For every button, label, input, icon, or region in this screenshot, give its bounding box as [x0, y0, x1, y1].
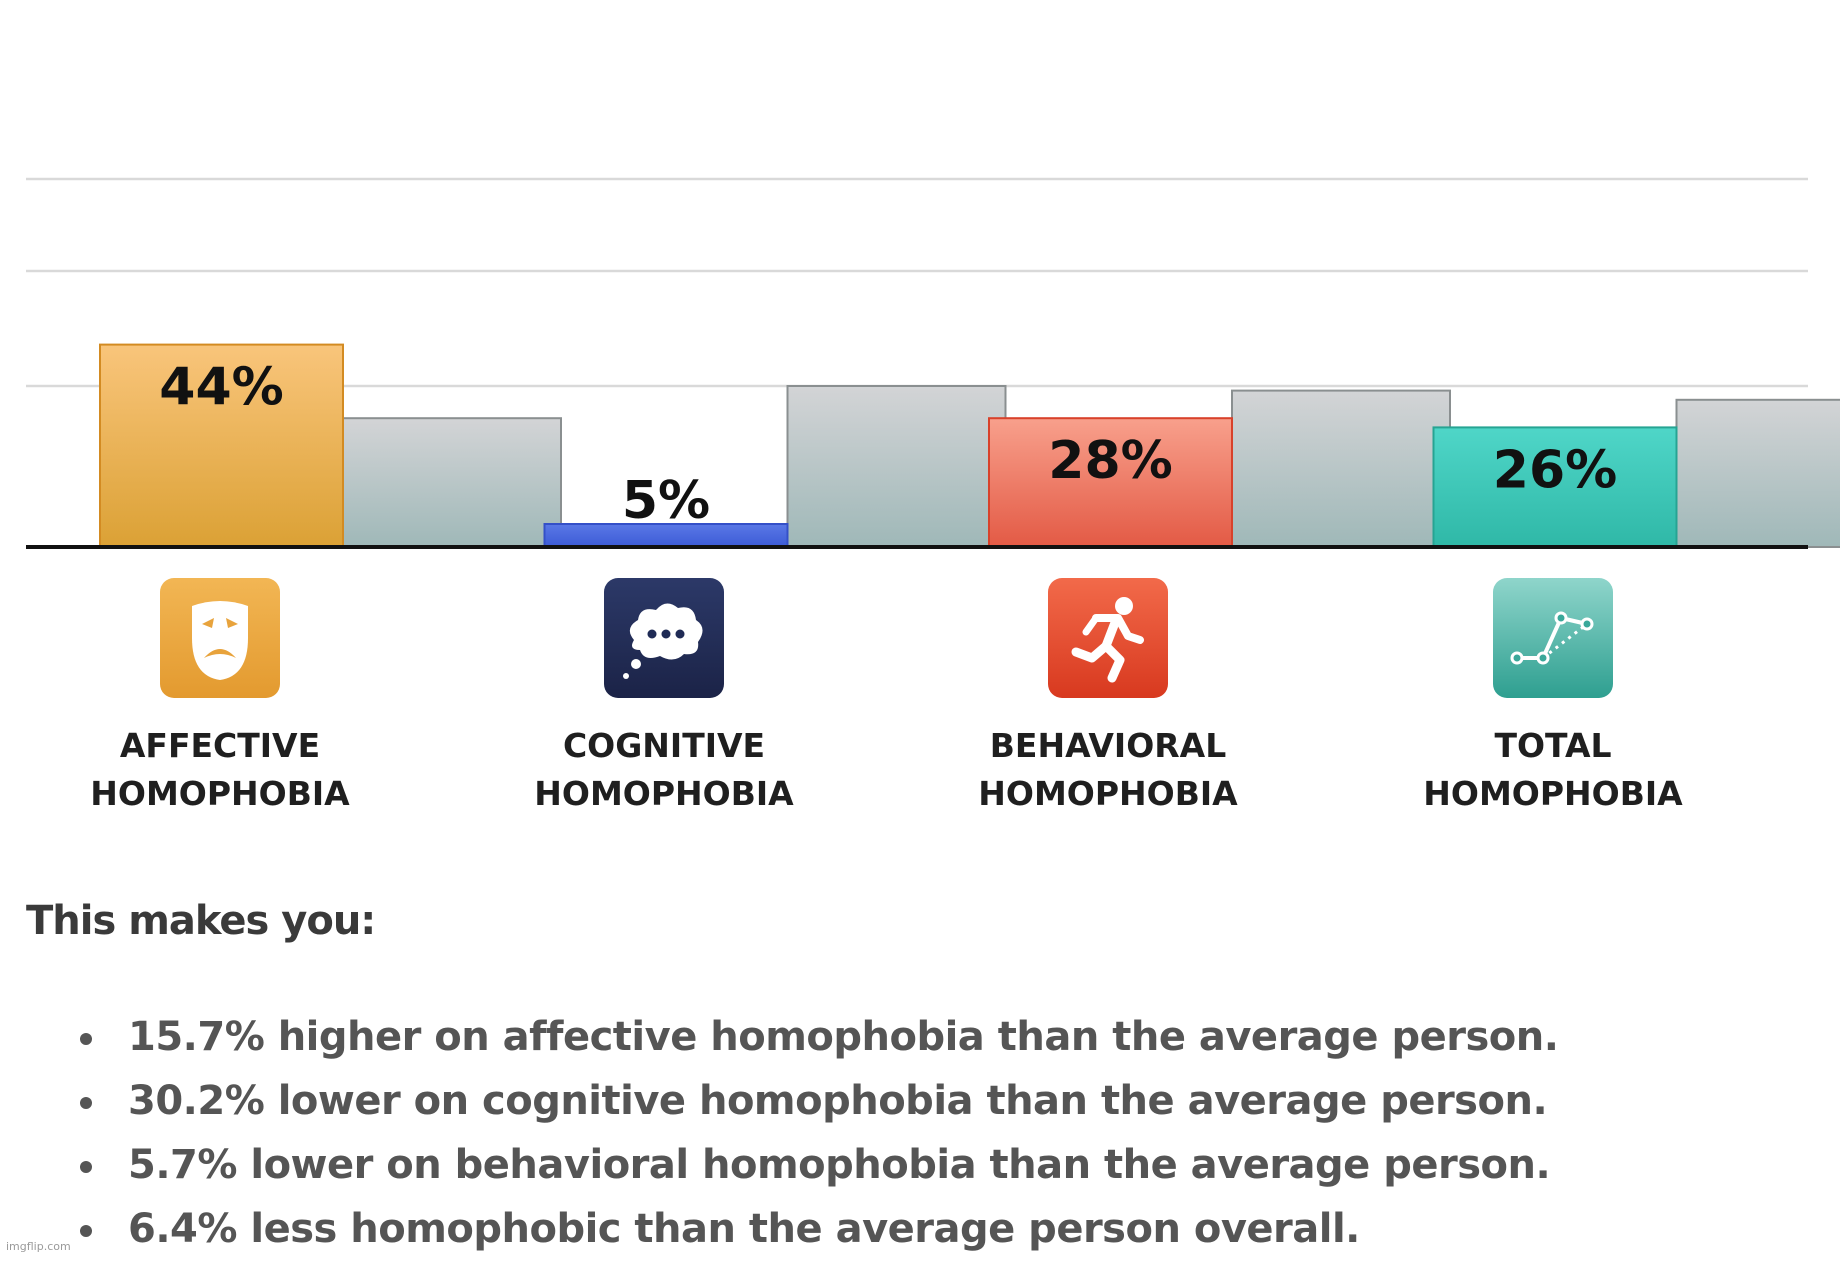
list-item: 30.2% lower on cognitive homophobia than… [72, 1070, 1558, 1134]
summary-list: 15.7% higher on affective homophobia tha… [72, 1006, 1558, 1262]
running-person-icon [1048, 578, 1168, 698]
category-label-line1: AFFECTIVE [50, 722, 390, 770]
list-item: 5.7% lower on behavioral homophobia than… [72, 1134, 1558, 1198]
average-bar [1677, 400, 1840, 547]
list-item: 15.7% higher on affective homophobia tha… [72, 1006, 1558, 1070]
value-label: 28% [1048, 431, 1172, 491]
value-label: 26% [1493, 440, 1617, 500]
category-label-line2: HOMOPHOBIA [494, 770, 834, 818]
average-bar [343, 418, 561, 547]
thought-bubble-icon [604, 578, 724, 698]
category-label-line2: HOMOPHOBIA [1383, 770, 1723, 818]
value-label: 44% [159, 358, 283, 418]
category-label-cognitive: COGNITIVE HOMOPHOBIA [494, 722, 834, 818]
category-label-line1: COGNITIVE [494, 722, 834, 770]
category-label-line1: TOTAL [1383, 722, 1723, 770]
category-label-line1: BEHAVIORAL [938, 722, 1278, 770]
category-label-total: TOTAL HOMOPHOBIA [1383, 722, 1723, 818]
average-bar [788, 386, 1006, 547]
drama-mask-icon [160, 578, 280, 698]
average-bar [1232, 391, 1450, 547]
line-graph-icon [1493, 578, 1613, 698]
category-label-behavioral: BEHAVIORAL HOMOPHOBIA [938, 722, 1278, 818]
category-label-affective: AFFECTIVE HOMOPHOBIA [50, 722, 390, 818]
watermark: imgflip.com [6, 1240, 71, 1253]
list-item: 6.4% less homophobic than the average pe… [72, 1198, 1558, 1262]
value-label: 5% [622, 471, 710, 531]
category-label-line2: HOMOPHOBIA [938, 770, 1278, 818]
category-label-line2: HOMOPHOBIA [50, 770, 390, 818]
summary-heading: This makes you: [26, 898, 375, 944]
